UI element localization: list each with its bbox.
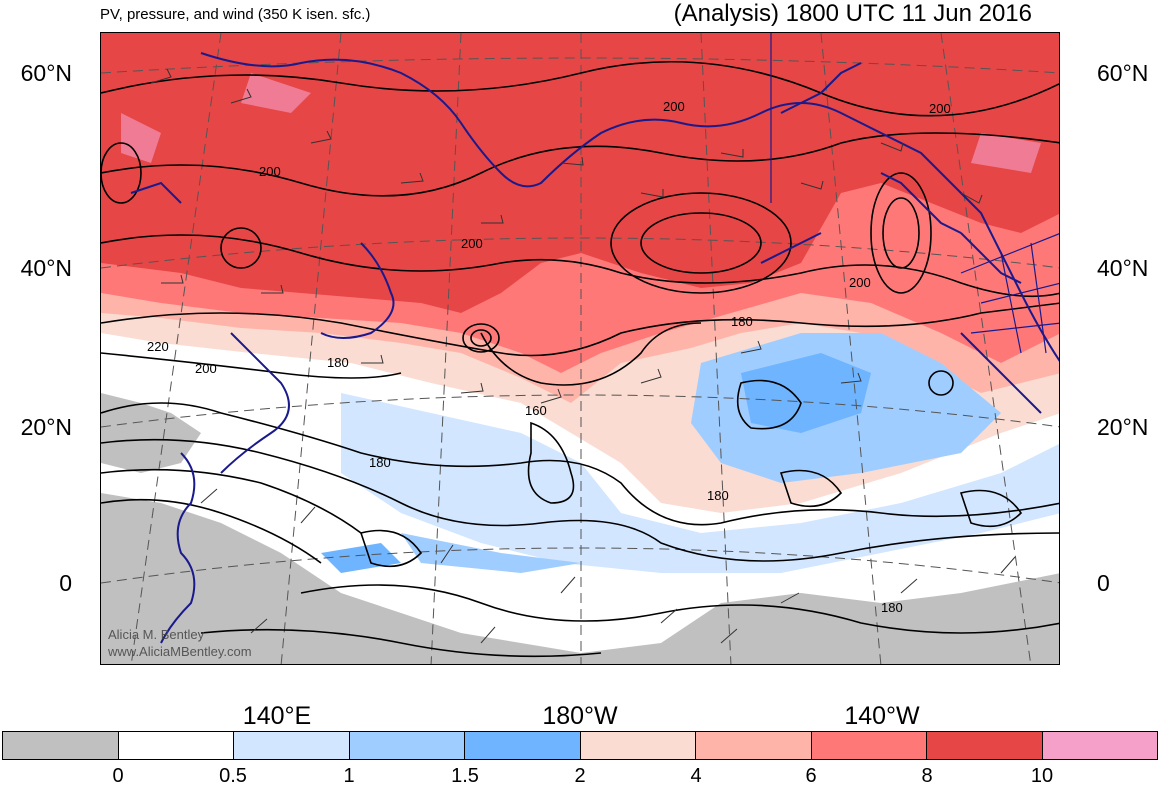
credit-url: www.AliciaMBentley.com [108,644,252,659]
pv-region-lt-0p5 [101,493,1059,664]
colorbar-box [927,732,1043,759]
colorbar-box [580,732,696,759]
colorbar-label: 0 [112,765,124,787]
colorbar-label: 10 [1030,765,1054,787]
colorbar-label: 8 [921,765,933,787]
contour-label: 200 [195,361,217,376]
lat-label-60n-left: 60°N [20,60,72,86]
state-boundaries [770,33,1059,354]
contour-labels: 200 200 200 200 200 220 200 180 180 160 … [147,99,951,615]
pv-region-gt-10 [101,33,1059,313]
colorbar-label: 1.5 [451,765,479,787]
colorbar-label: 4 [690,765,702,787]
lon-label-140e: 140°E [242,702,312,730]
coastlines [130,52,1059,644]
contour-label: 220 [147,339,169,354]
colorbar-label: 1 [343,765,355,787]
colorbar-box [3,732,119,759]
colorbar-box [349,732,465,759]
contour-label: 200 [663,99,685,114]
colorbar-label: 6 [805,765,817,787]
pressure-contours [101,60,1059,658]
map-canvas: 200 200 200 200 200 220 200 180 180 160 … [101,33,1059,664]
graticule [101,33,1059,664]
colorbar-box [118,732,234,759]
colorbar [2,731,1158,760]
credit-name: Alicia M. Bentley [108,627,205,642]
lat-label-40n-left: 40°N [20,255,72,281]
pv-region-1-1p5 [341,393,1059,573]
lon-label-140w: 140°W [844,702,920,730]
contour-label: 200 [259,164,281,179]
lat-label-40n-right: 40°N [1097,255,1149,281]
lat-label-20n-right: 20°N [1097,414,1149,440]
lat-label-60n-right: 60°N [1097,60,1149,86]
map-panel: 200 200 200 200 200 220 200 180 180 160 … [100,32,1060,665]
colorbar-label: 2 [574,765,586,787]
map-subtitle: PV, pressure, and wind (350 K isen. sfc.… [100,6,371,23]
contour-label: 200 [849,275,871,290]
colorbar-box [696,732,812,759]
contour-label: 180 [707,488,729,503]
colorbar-box [465,732,581,759]
contour-label: 160 [525,403,547,418]
colorbar-box [811,732,927,759]
lat-label-eq-right: 0 [1097,570,1110,596]
contour-label: 200 [461,236,483,251]
contour-label: 180 [369,455,391,470]
lat-label-eq-left: 0 [59,570,72,596]
pv-region-2-4 [321,353,871,573]
contour-label: 180 [881,600,903,615]
contour-label: 180 [731,314,753,329]
lon-label-180w: 180°W [542,702,618,730]
pv-region-lt-0p5-west [101,393,201,473]
colorbar-label: 0.5 [219,765,247,787]
contour-label: 200 [929,101,951,116]
colorbar-box [234,732,350,759]
lat-label-20n-left: 20°N [20,414,72,440]
wind-barbs [150,68,1016,644]
map-title: (Analysis) 1800 UTC 11 Jun 2016 [673,0,1032,27]
contour-label: 180 [327,355,349,370]
colorbar-box [1042,732,1157,759]
